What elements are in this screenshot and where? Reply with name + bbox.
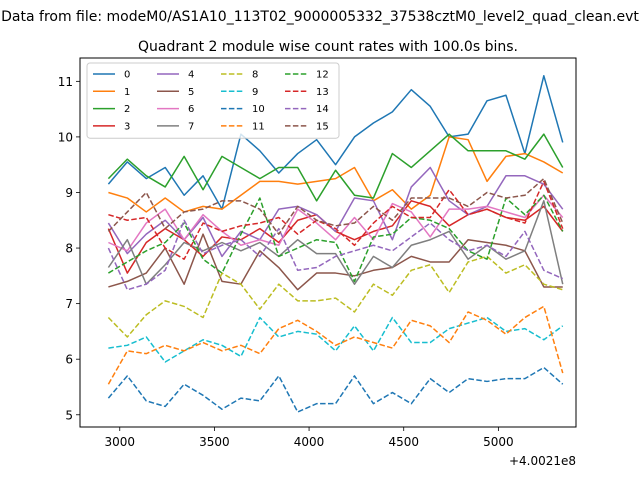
series-line-1 <box>108 136 564 213</box>
legend-label-11: 11 <box>252 121 265 132</box>
legend-label-8: 8 <box>252 70 258 81</box>
series-line-12 <box>108 194 564 283</box>
x-tick-label: 4500 <box>388 435 419 449</box>
series-line-2 <box>107 133 564 202</box>
legend-label-5: 5 <box>188 87 194 98</box>
legend-label-14: 14 <box>316 104 329 115</box>
legend-label-15: 15 <box>316 121 329 132</box>
plot-frame <box>79 57 577 428</box>
series-line-5 <box>108 233 563 291</box>
legend-label-6: 6 <box>188 104 194 115</box>
y-tick-label: 7 <box>65 297 73 311</box>
x-tick-label: 3500 <box>199 435 230 449</box>
x-axis-offset-text: +4.0021e8 <box>509 454 576 468</box>
legend-label-9: 9 <box>252 87 258 98</box>
y-tick-label: 10 <box>58 130 73 144</box>
figure-suptitle: Data from file: modeM0/AS1A10_113T02_900… <box>1 9 639 25</box>
series-line-9 <box>108 316 564 363</box>
x-tick-label: 5000 <box>483 435 514 449</box>
legend-box <box>86 62 340 139</box>
series-line-11 <box>107 305 564 385</box>
y-tick-label: 5 <box>65 408 73 422</box>
x-tick-label: 4000 <box>294 435 325 449</box>
legend-label-12: 12 <box>316 70 329 81</box>
legend-label-13: 13 <box>316 87 329 98</box>
series-line-14 <box>107 219 564 291</box>
series-line-7 <box>107 200 564 285</box>
series-line-10 <box>107 366 564 413</box>
legend-label-10: 10 <box>252 104 265 115</box>
y-tick-label: 6 <box>65 353 73 367</box>
series-line-6 <box>108 194 564 252</box>
y-tick-label: 11 <box>58 75 73 89</box>
y-axis: 5 6 7 8 9 10 11 <box>58 75 80 422</box>
chart-title: Quadrant 2 module wise count rates with … <box>138 39 518 55</box>
y-tick-label: 9 <box>65 186 73 200</box>
legend-label-2: 2 <box>124 104 130 115</box>
series-line-13 <box>108 180 564 260</box>
plot-lines <box>107 75 564 413</box>
legend-label-7: 7 <box>188 121 194 132</box>
legend-label-3: 3 <box>124 121 130 132</box>
series-line-15 <box>107 177 564 235</box>
legend-label-0: 0 <box>124 70 130 81</box>
x-tick-label: 3000 <box>104 435 135 449</box>
legend-label-4: 4 <box>188 70 194 81</box>
series-line-0 <box>107 75 564 210</box>
x-axis: 3000 3500 4000 4500 5000 <box>104 427 514 449</box>
y-tick-label: 8 <box>65 242 73 256</box>
legend-label-1: 1 <box>124 87 130 98</box>
series-line-8 <box>107 255 563 338</box>
